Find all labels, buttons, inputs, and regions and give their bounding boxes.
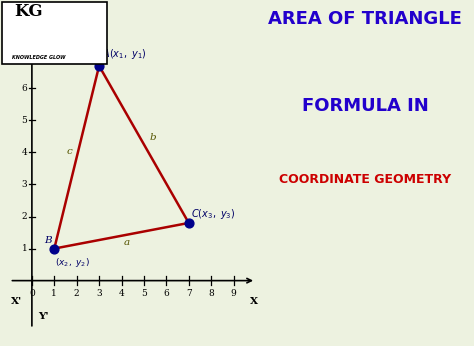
Point xyxy=(185,220,192,226)
Text: 4: 4 xyxy=(118,289,124,298)
Text: 5: 5 xyxy=(141,289,147,298)
Text: Y': Y' xyxy=(38,312,49,321)
Text: COORDINATE GEOMETRY: COORDINATE GEOMETRY xyxy=(279,173,451,186)
Text: FORMULA IN: FORMULA IN xyxy=(301,97,428,115)
Text: 1: 1 xyxy=(51,289,57,298)
Text: 3: 3 xyxy=(22,180,27,189)
Text: 5: 5 xyxy=(21,116,27,125)
Text: 0: 0 xyxy=(29,289,35,298)
Text: Y: Y xyxy=(37,27,45,36)
Text: a: a xyxy=(124,238,130,247)
Text: 8: 8 xyxy=(208,289,214,298)
Point xyxy=(51,246,58,251)
Text: 1: 1 xyxy=(22,244,27,253)
Text: 2: 2 xyxy=(74,289,80,298)
Text: AREA OF TRIANGLE: AREA OF TRIANGLE xyxy=(268,10,462,28)
Text: 3: 3 xyxy=(96,289,102,298)
Text: $C(x_3,\ y_3)$: $C(x_3,\ y_3)$ xyxy=(191,207,236,221)
Text: KNOWLEDGE GLOW: KNOWLEDGE GLOW xyxy=(12,55,65,60)
Text: b: b xyxy=(149,133,156,142)
Text: 9: 9 xyxy=(231,289,237,298)
Text: X: X xyxy=(250,297,258,306)
Text: 2: 2 xyxy=(22,212,27,221)
Text: c: c xyxy=(67,147,73,156)
Text: 7: 7 xyxy=(186,289,191,298)
Text: 6: 6 xyxy=(22,84,27,93)
Text: KG: KG xyxy=(14,3,43,20)
Text: B: B xyxy=(45,236,52,245)
Text: 6: 6 xyxy=(164,289,169,298)
Text: X': X' xyxy=(10,297,22,306)
Text: 4: 4 xyxy=(22,148,27,157)
Text: $(x_2,\ y_2)$: $(x_2,\ y_2)$ xyxy=(55,256,91,268)
Point xyxy=(95,63,103,69)
Text: $A(x_1,\ y_1)$: $A(x_1,\ y_1)$ xyxy=(102,47,147,61)
